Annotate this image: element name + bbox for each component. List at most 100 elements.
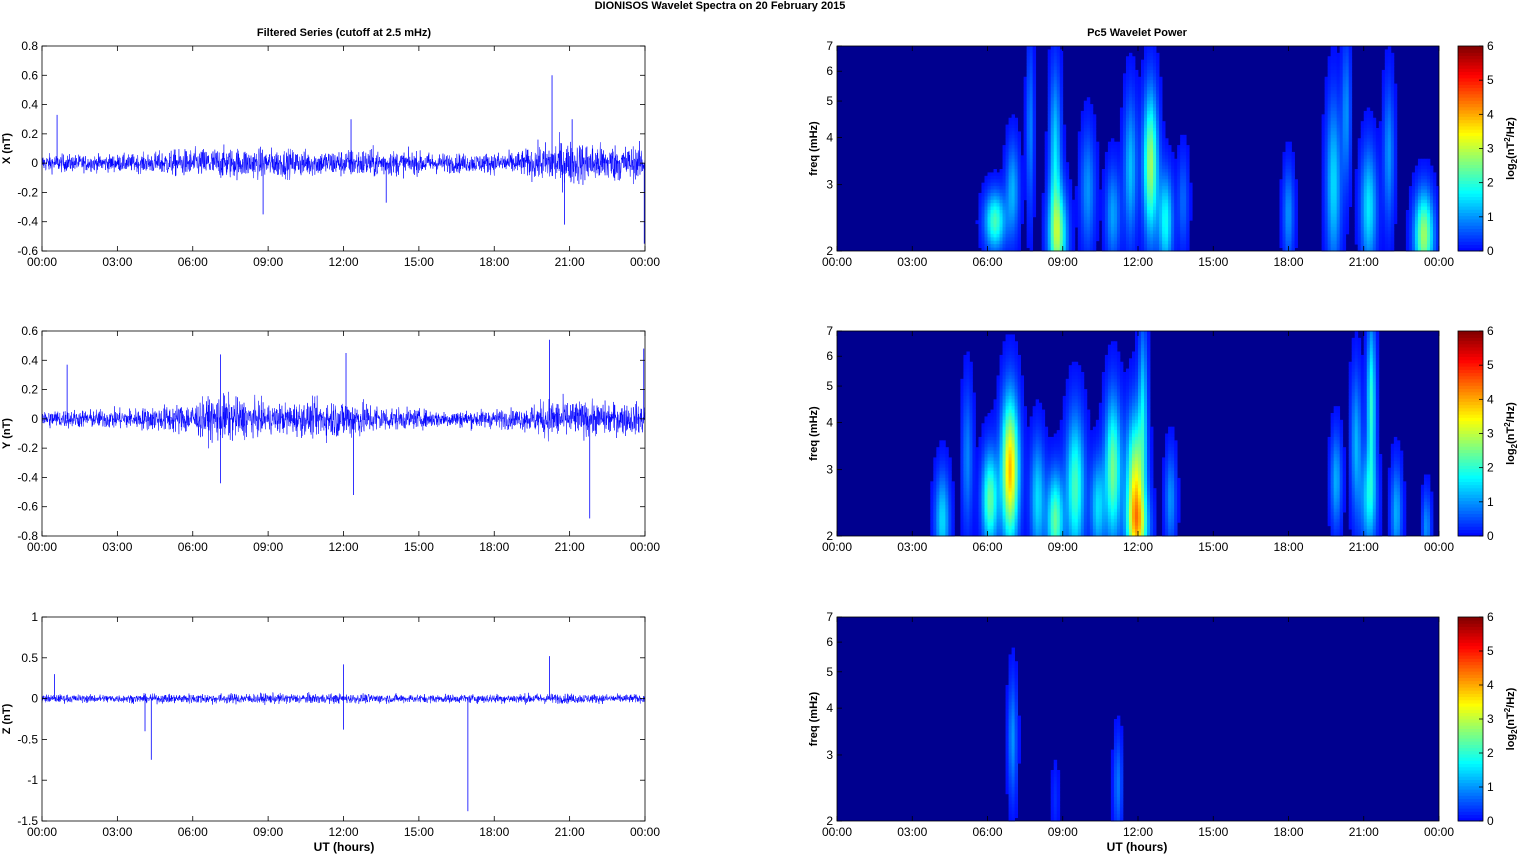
x-power-power-cell: [1020, 189, 1025, 194]
x-power-power-cell: [1429, 230, 1434, 235]
x-power-power-cell: [1363, 203, 1368, 207]
x-power-power-cell: [1032, 117, 1037, 122]
y-power-power-cell: [1008, 368, 1012, 373]
x-power-power-cell: [1092, 145, 1097, 149]
x-power-power-cell: [1390, 69, 1395, 74]
x-power-power-cell: [1393, 162, 1398, 166]
x-power-power-cell: [984, 179, 988, 184]
x-power-power-cell: [1375, 134, 1380, 139]
x-power-power-cell: [1177, 237, 1181, 242]
x-power-power-cell: [1101, 244, 1106, 248]
x-power-power-cell: [1125, 148, 1130, 153]
x-power-power-cell: [1327, 100, 1332, 105]
x-power-colorbar-step: [1458, 180, 1483, 185]
x-power-power-cell: [1177, 223, 1181, 228]
y-power-power-cell: [1363, 348, 1368, 352]
y-power-power-cell: [1005, 348, 1009, 352]
x-power-power-cell: [1138, 169, 1142, 173]
x-power-power-cell: [1150, 165, 1154, 170]
x-power-power-cell: [1014, 124, 1018, 129]
x-power-power-cell: [1095, 172, 1100, 177]
x-power-power-cell: [1321, 117, 1326, 122]
x-power-power-cell: [1384, 49, 1389, 54]
x-power-power-cell: [1150, 73, 1154, 78]
x-power-power-cell: [1411, 213, 1416, 218]
x-power-power-cell: [1062, 203, 1067, 207]
x-power-power-cell: [1375, 230, 1380, 235]
x-power-power-cell: [1144, 148, 1148, 153]
x-power-power-cell: [1345, 63, 1350, 67]
x-power-power-cell: [1369, 165, 1374, 170]
x-power-power-cell: [1156, 100, 1160, 105]
x-power-power-cell: [1014, 182, 1018, 187]
x-power-power-cell: [1059, 237, 1064, 242]
x-power-power-cell: [1083, 107, 1088, 112]
x-power-power-cell: [1387, 220, 1392, 225]
x-power-power-cell: [1005, 196, 1009, 201]
x-power-power-cell: [1324, 247, 1329, 252]
x-power-power-cell: [1339, 128, 1344, 132]
y-power-power-cell: [1141, 358, 1145, 363]
x-power-power-cell: [1435, 210, 1440, 214]
x-power-power-cell: [1174, 210, 1178, 214]
x-power-colorbar-step: [1458, 116, 1483, 121]
x-power-power-cell: [1432, 172, 1437, 177]
x-power-power-cell: [1134, 121, 1139, 125]
y-power-power-cell: [1080, 375, 1085, 380]
x-power-power-cell: [1429, 196, 1434, 201]
x-power-power-cell: [1014, 220, 1018, 225]
x-power-power-cell: [1023, 148, 1028, 153]
x-power-power-cell: [1168, 186, 1172, 190]
x-power-power-cell: [1390, 52, 1395, 57]
y-power-power-cell: [1147, 351, 1151, 356]
x-power-power-cell: [1381, 196, 1386, 201]
x-power-power-cell: [1011, 172, 1015, 177]
x-power-power-cell: [1339, 107, 1344, 112]
x-power-power-cell: [1144, 247, 1148, 252]
x-power-power-cell: [1387, 69, 1392, 74]
x-power-power-cell: [1171, 155, 1175, 160]
x-power-power-cell: [1053, 93, 1058, 98]
x-power-power-cell: [1080, 230, 1085, 235]
x-power-power-cell: [1041, 216, 1046, 221]
x-power-power-cell: [984, 244, 988, 248]
x-power-power-cell: [1059, 93, 1064, 98]
x-power-power-cell: [1345, 134, 1350, 139]
x-power-power-cell: [1128, 186, 1133, 190]
x-power-power-cell: [1086, 117, 1091, 122]
x-power-power-cell: [1288, 172, 1292, 177]
x-power-power-cell: [1345, 223, 1350, 228]
x-power-power-cell: [1330, 59, 1335, 64]
x-power-power-cell: [1053, 87, 1058, 91]
x-power-power-cell: [1288, 179, 1292, 184]
x-power-power-cell: [1366, 158, 1371, 163]
x-power-power-cell: [1336, 110, 1341, 115]
x-power-power-cell: [1336, 216, 1341, 221]
y-power-power-cell: [1375, 351, 1380, 356]
x-power-power-cell: [1156, 131, 1160, 136]
x-power-power-cell: [1144, 114, 1148, 119]
x-power-colorbar-step: [1458, 247, 1483, 252]
x-power-power-cell: [1363, 216, 1368, 221]
x-power-power-cell: [1053, 117, 1058, 122]
x-power-xtick-label: 21:00: [1349, 255, 1379, 269]
y-power-power-cell: [1351, 341, 1356, 346]
x-power-power-cell: [1113, 210, 1118, 214]
x-power-power-cell: [1408, 233, 1413, 238]
x-power-power-cell: [1435, 199, 1440, 204]
x-power-power-cell: [1023, 114, 1028, 119]
x-power-power-cell: [1062, 233, 1067, 238]
x-power-power-cell: [1357, 172, 1362, 177]
x-power-power-cell: [1147, 186, 1151, 190]
x-power-power-cell: [1077, 247, 1082, 252]
x-power-power-cell: [1113, 247, 1118, 252]
x-power-power-cell: [1348, 179, 1353, 184]
x-power-power-cell: [1333, 192, 1338, 197]
x-power-power-cell: [978, 196, 982, 201]
x-power-power-cell: [1342, 66, 1347, 71]
x-power-power-cell: [1056, 158, 1061, 163]
x-power-power-cell: [1134, 87, 1139, 91]
x-power-power-cell: [1116, 227, 1121, 231]
y-power-power-cell: [963, 375, 967, 380]
x-power-power-cell: [1026, 131, 1031, 136]
